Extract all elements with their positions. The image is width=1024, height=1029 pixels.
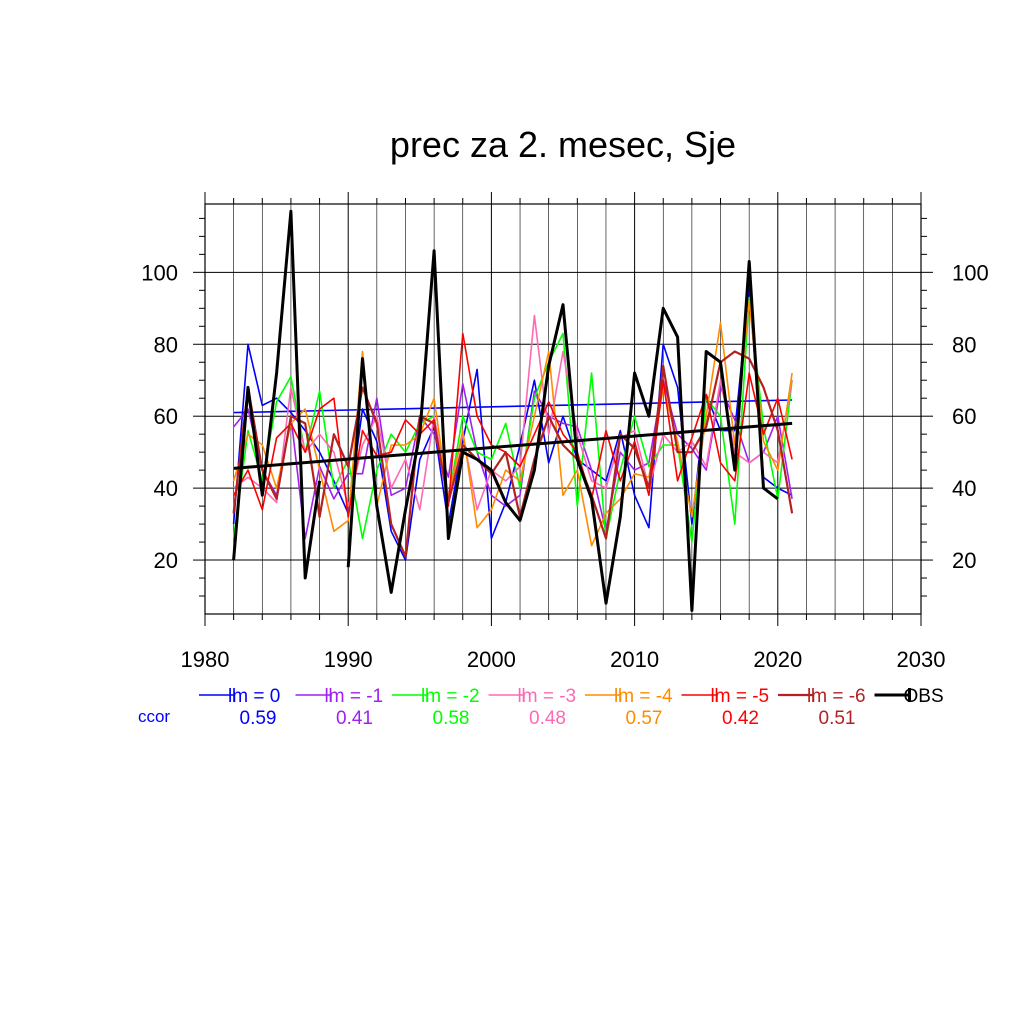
- x-tick-label: 1990: [324, 647, 373, 672]
- trend-line-0: [233, 399, 793, 414]
- legend-label: lm = -3: [518, 686, 577, 707]
- legend-label: lm = -1: [325, 686, 384, 707]
- y-tick-label: 40: [154, 476, 178, 501]
- legend-ccor-value: 0.41: [336, 708, 373, 729]
- x-tick-label: 2020: [753, 647, 802, 672]
- legend-ccor-value: 0.59: [240, 708, 277, 729]
- y-tick-label-right: 80: [952, 332, 976, 357]
- x-tick-label: 2000: [467, 647, 516, 672]
- legend-label: lm = -5: [711, 686, 770, 707]
- y-tick-label: 80: [154, 332, 178, 357]
- legend-ccor-value: 0.58: [433, 708, 470, 729]
- series-line-0: [232, 285, 793, 561]
- series-line-6: [232, 350, 794, 558]
- x-tick-label: 2010: [610, 647, 659, 672]
- y-tick-label-right: 20: [952, 548, 976, 573]
- chart-title: prec za 2. mesec, Sje: [390, 124, 736, 165]
- legend: ccor lm = 00.59 lm = -10.41 lm = -20.58 lm …: [138, 686, 944, 729]
- legend-label: lm = -4: [614, 686, 673, 707]
- y-tick-label: 100: [141, 260, 178, 285]
- grid: [205, 204, 921, 614]
- legend-label: OBS: [904, 686, 944, 707]
- legend-ccor-value: 0.51: [819, 708, 856, 729]
- legend-label: lm = -2: [421, 686, 480, 707]
- series-line-5: [232, 332, 793, 518]
- legend-label: lm = 0: [228, 686, 280, 707]
- legend-ccor-value: 0.48: [529, 708, 566, 729]
- ccor-label: ccor: [138, 707, 170, 726]
- y-tick-label-right: 60: [952, 404, 976, 429]
- y-tick-label-right: 40: [952, 476, 976, 501]
- legend-ccor-value: 0.42: [722, 708, 759, 729]
- series-line-7: [232, 209, 322, 580]
- series-line-7: [346, 249, 779, 612]
- x-tick-label: 2030: [897, 647, 946, 672]
- series-group: [232, 209, 794, 612]
- y-tick-label: 60: [154, 404, 178, 429]
- plot-frame: [204, 203, 922, 615]
- y-tick-label: 20: [154, 548, 178, 573]
- trend-line-7: [233, 421, 793, 470]
- legend-label: lm = -6: [807, 686, 866, 707]
- y-tick-label-right: 100: [952, 260, 989, 285]
- legend-ccor-value: 0.57: [626, 708, 663, 729]
- x-tick-label: 1980: [181, 647, 230, 672]
